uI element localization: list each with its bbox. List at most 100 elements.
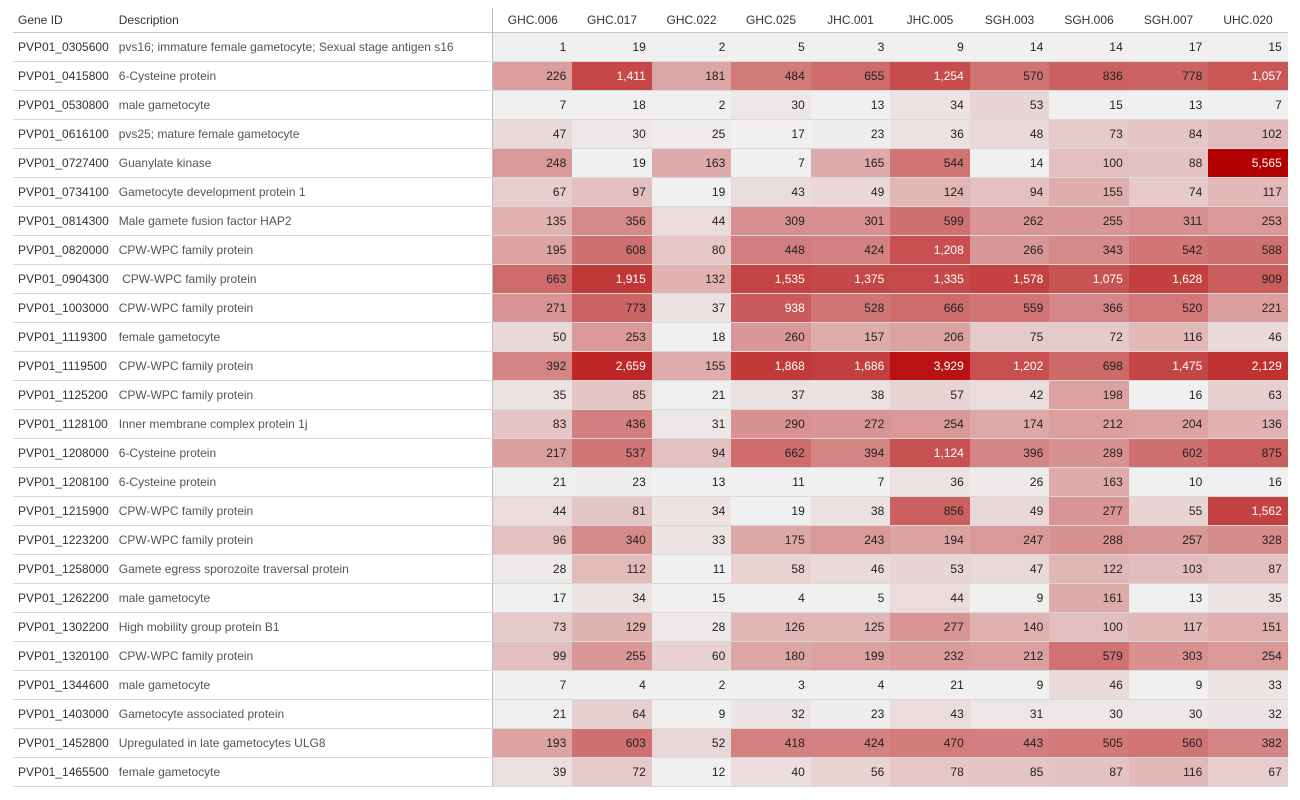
description-cell: CPW-WPC family protein xyxy=(113,293,494,323)
heatmap-cell: 655 xyxy=(810,61,891,91)
heatmap-cell: 17 xyxy=(1128,32,1209,62)
column-header-sample[interactable]: GHC.017 xyxy=(586,13,638,27)
heatmap-cell: 175 xyxy=(731,525,811,555)
heatmap-cell: 36 xyxy=(890,119,970,149)
description-cell: Gamete egress sporozoite traversal prote… xyxy=(113,554,494,584)
heatmap-cell: 366 xyxy=(1049,293,1129,323)
column-header-sample[interactable]: GHC.022 xyxy=(666,13,717,27)
heatmap-cell: 53 xyxy=(969,90,1050,120)
heatmap-cell: 198 xyxy=(1049,380,1129,410)
column-header-sample[interactable]: UHC.020 xyxy=(1223,13,1273,27)
heatmap-cell: 1,254 xyxy=(890,61,970,91)
description-cell: CPW-WPC family protein xyxy=(113,235,494,265)
heatmap-cell: 2 xyxy=(651,670,732,700)
heatmap-cell: 5 xyxy=(731,32,811,62)
heatmap-cell: 559 xyxy=(969,293,1050,323)
column-header-sample[interactable]: JHC.005 xyxy=(906,13,954,27)
heatmap-cell: 875 xyxy=(1208,438,1288,468)
heatmap-cell: 9 xyxy=(969,670,1050,700)
table-row: PVP01_1223200 CPW-WPC family protein 96 340… xyxy=(13,525,1288,555)
heatmap-cell: 112 xyxy=(572,554,652,584)
heatmap-cell: 2 xyxy=(651,32,732,62)
column-header-gene-id[interactable]: Gene ID xyxy=(18,13,63,27)
heatmap-cell: 15 xyxy=(651,583,732,613)
heatmap-cell: 44 xyxy=(492,496,573,526)
heatmap-cell: 136 xyxy=(1208,409,1288,439)
heatmap-cell: 443 xyxy=(969,728,1050,758)
heatmap-cell: 88 xyxy=(1128,148,1209,178)
description-cell: CPW-WPC family protein xyxy=(113,351,494,381)
column-header-sample[interactable]: SGH.003 xyxy=(984,13,1035,27)
heatmap-cell: 73 xyxy=(1049,119,1129,149)
heatmap-cell: 157 xyxy=(810,322,891,352)
heatmap-cell: 560 xyxy=(1128,728,1209,758)
heatmap-cell: 94 xyxy=(651,438,732,468)
heatmap-cell: 663 xyxy=(492,264,573,294)
heatmap-cell: 126 xyxy=(731,612,811,642)
heatmap-cell: 232 xyxy=(890,641,970,671)
gene-id-cell: PVP01_0530800 xyxy=(13,90,114,120)
table-row: PVP01_0814300 Male gamete fusion factor H… xyxy=(13,206,1288,236)
heatmap-cell: 1,535 xyxy=(731,264,811,294)
heatmap-cell: 33 xyxy=(651,525,732,555)
heatmap-cell: 161 xyxy=(1049,583,1129,613)
description-cell: pvs25; mature female gametocyte xyxy=(113,119,494,149)
heatmap-cell: 30 xyxy=(1049,699,1129,729)
heatmap-cell: 23 xyxy=(810,119,891,149)
heatmap-cell: 1,057 xyxy=(1208,61,1288,91)
heatmap-cell: 102 xyxy=(1208,119,1288,149)
column-header-sample[interactable]: SGH.006 xyxy=(1064,13,1114,27)
column-header-sample[interactable]: GHC.006 xyxy=(507,13,558,27)
heatmap-cell: 32 xyxy=(1208,699,1288,729)
heatmap-cell: 17 xyxy=(492,583,573,613)
gene-id-cell: PVP01_1465500 xyxy=(13,757,114,787)
heatmap-cell: 9 xyxy=(651,699,732,729)
heatmap-cell: 253 xyxy=(1208,206,1288,236)
heatmap-cell: 103 xyxy=(1128,554,1209,584)
column-header-sample[interactable]: JHC.001 xyxy=(827,13,874,27)
gene-id-cell: PVP01_1403000 xyxy=(13,699,114,729)
heatmap-cell: 1,686 xyxy=(810,351,891,381)
column-header-sample[interactable]: GHC.025 xyxy=(745,13,797,27)
heatmap-cell: 260 xyxy=(731,322,811,352)
description-cell: female gametocyte xyxy=(113,757,494,787)
description-cell: Male gamete fusion factor HAP2 xyxy=(113,206,494,236)
heatmap-cell: 579 xyxy=(1049,641,1129,671)
heatmap-cell: 588 xyxy=(1208,235,1288,265)
heatmap-cell: 49 xyxy=(810,177,891,207)
heatmap-cell: 356 xyxy=(572,206,652,236)
column-header-description[interactable]: Description xyxy=(113,8,494,33)
heatmap-cell: 212 xyxy=(1049,409,1129,439)
heatmap-cell: 528 xyxy=(810,293,891,323)
heatmap-cell: 64 xyxy=(572,699,652,729)
description-cell: Gametocyte development protein 1 xyxy=(113,177,494,207)
description-cell: High mobility group protein B1 xyxy=(113,612,494,642)
description-cell: Gametocyte associated protein xyxy=(113,699,494,729)
description-cell: male gametocyte xyxy=(113,670,494,700)
table-row: PVP01_1320100 CPW-WPC family protein 99 255… xyxy=(13,641,1288,671)
heatmap-cell: 132 xyxy=(651,264,732,294)
heatmap-cell: 34 xyxy=(651,496,732,526)
heatmap-cell: 271 xyxy=(492,293,573,323)
heatmap-cell: 19 xyxy=(651,177,732,207)
heatmap-cell: 311 xyxy=(1128,206,1209,236)
heatmap-cell: 9 xyxy=(969,583,1050,613)
heatmap-cell: 26 xyxy=(969,467,1050,497)
gene-id-cell: PVP01_1208100 xyxy=(13,467,114,497)
description-cell: pvs16; immature female gametocyte; Sexua… xyxy=(113,32,494,62)
heatmap-cell: 18 xyxy=(651,322,732,352)
heatmap-cell: 23 xyxy=(810,699,891,729)
heatmap-cell: 262 xyxy=(969,206,1050,236)
heatmap-cell: 78 xyxy=(890,757,970,787)
heatmap-cell: 392 xyxy=(492,351,573,381)
heatmap-cell: 37 xyxy=(651,293,732,323)
heatmap-cell: 424 xyxy=(810,728,891,758)
heatmap-cell: 14 xyxy=(969,148,1050,178)
column-header-sample[interactable]: SGH.007 xyxy=(1143,13,1194,27)
gene-id-cell: PVP01_1128100 xyxy=(13,409,114,439)
heatmap-cell: 35 xyxy=(1208,583,1288,613)
heatmap-cell: 1,411 xyxy=(572,61,652,91)
heatmap-cell: 1,562 xyxy=(1208,496,1288,526)
heatmap-cell: 11 xyxy=(651,554,732,584)
heatmap-cell: 21 xyxy=(651,380,732,410)
